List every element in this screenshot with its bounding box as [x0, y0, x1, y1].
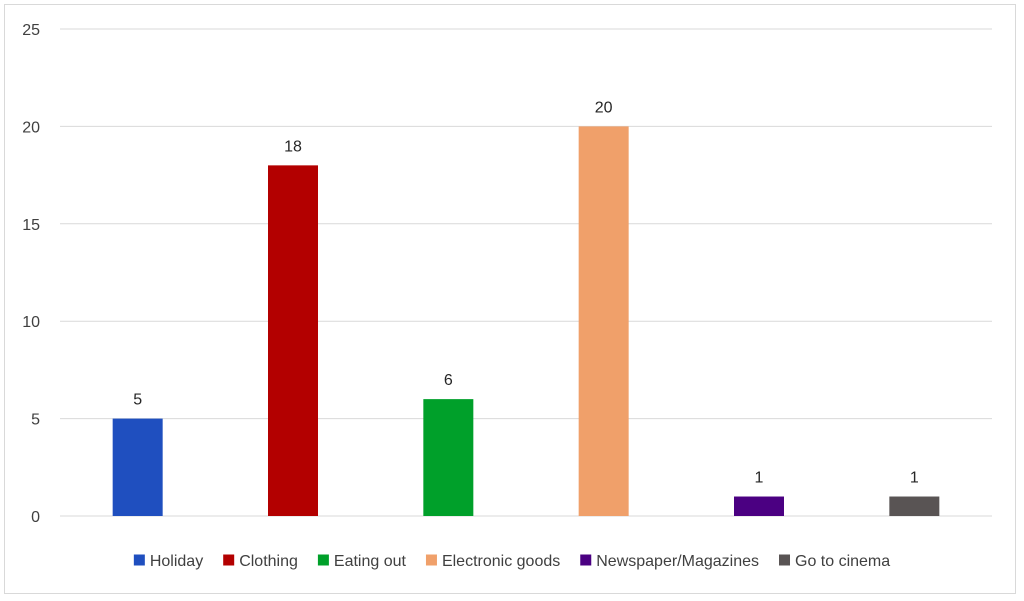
y-tick-label: 15 — [22, 217, 40, 234]
legend: Holiday Clothing Eating out Electronic good… — [133, 553, 890, 570]
bars — [112, 126, 940, 517]
legend-label: Clothing — [239, 553, 298, 570]
gridlines — [60, 28, 992, 517]
bar-clothing — [268, 165, 318, 517]
bar-electronic-goods — [578, 126, 629, 517]
legend-label: Electronic goods — [442, 553, 560, 570]
data-label: 20 — [595, 99, 613, 116]
bar-go-to-cinema — [889, 496, 940, 516]
data-label: 1 — [755, 470, 764, 487]
y-tick-label: 20 — [22, 119, 40, 136]
bar-newspaper-magazines — [734, 496, 784, 516]
data-labels: 5 18 6 20 1 1 — [133, 99, 919, 486]
legend-swatch — [425, 554, 437, 566]
legend-swatch — [779, 554, 791, 566]
legend-label: Go to cinema — [795, 553, 890, 570]
data-label: 18 — [284, 138, 302, 155]
legend-label: Newspaper/Magazines — [596, 553, 759, 570]
legend-swatch — [223, 554, 235, 566]
legend-label: Holiday — [150, 553, 203, 570]
bar-eating-out — [423, 399, 474, 516]
y-axis-ticks: 0 5 10 15 20 25 — [22, 22, 40, 526]
legend-swatch — [317, 554, 329, 566]
bar-holiday — [112, 418, 163, 516]
data-label: 6 — [444, 372, 453, 389]
y-tick-label: 5 — [31, 412, 40, 429]
legend-label: Eating out — [334, 553, 407, 570]
y-tick-label: 10 — [22, 314, 40, 331]
y-tick-label: 0 — [31, 509, 40, 526]
data-label: 1 — [910, 470, 919, 487]
data-label: 5 — [133, 392, 142, 409]
legend-swatch — [580, 554, 592, 566]
chart-frame — [4, 4, 1016, 594]
y-tick-label: 25 — [22, 22, 40, 39]
legend-swatch — [133, 554, 145, 566]
